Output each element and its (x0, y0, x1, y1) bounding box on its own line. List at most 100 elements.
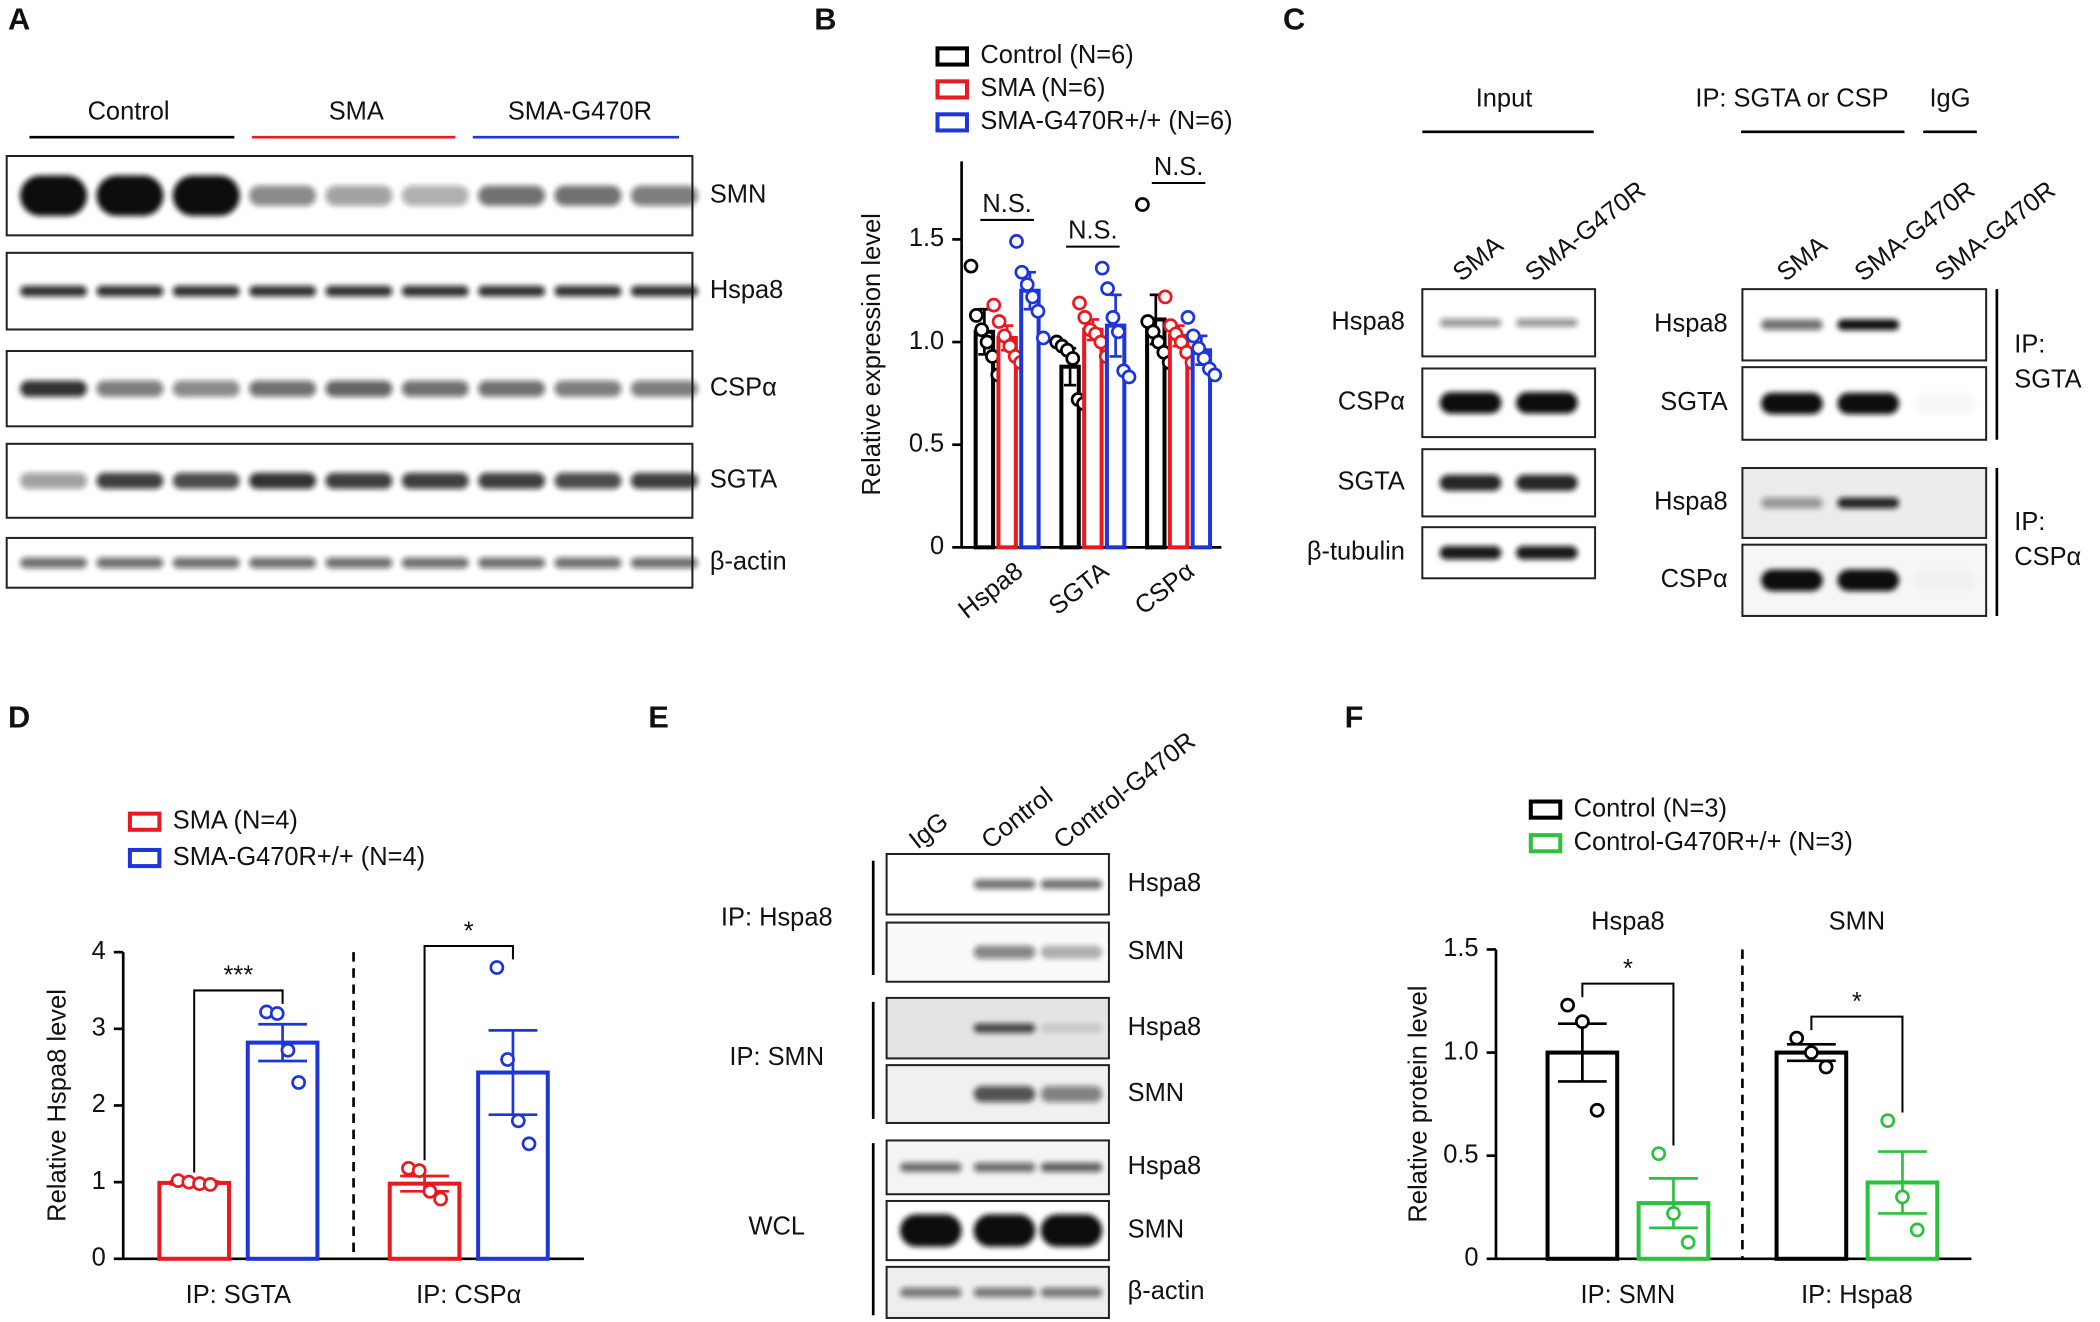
blot-band (630, 285, 698, 297)
blot-band (1516, 318, 1578, 327)
blot-band (1516, 546, 1578, 560)
significance-label: * (464, 917, 474, 945)
blot-band (1837, 392, 1900, 415)
y-tick-label: 0.5 (909, 429, 944, 457)
blot-band (172, 472, 240, 489)
group-label: IP: Hspa8 (721, 903, 833, 931)
blot-band (249, 185, 317, 206)
data-point (1121, 369, 1137, 385)
lane-label: Control-G470R (1049, 727, 1201, 855)
data-point (986, 297, 1002, 313)
blot-band (20, 557, 88, 569)
side-label: IP: (2014, 330, 2045, 358)
legend-swatch (1528, 799, 1563, 820)
x-tick-label: IP: SMN (1581, 1281, 1676, 1309)
data-point (1818, 1059, 1834, 1075)
data-point (1880, 1113, 1896, 1129)
blot-band (96, 557, 164, 569)
lane-label: SMA-G470R (1520, 176, 1651, 287)
lane-label: IgG (904, 807, 954, 854)
bar (996, 335, 1018, 550)
blot-band (325, 557, 393, 569)
data-point (1666, 1206, 1681, 1221)
data-point (1030, 303, 1046, 319)
blot-band (249, 472, 317, 489)
blot-band (1439, 474, 1502, 491)
data-point (1680, 1234, 1696, 1250)
blot-band (478, 472, 546, 489)
blot-band (1040, 1287, 1103, 1298)
bar (973, 329, 996, 550)
panel-label: C (1283, 2, 1305, 37)
row-label: SGTA (1338, 468, 1405, 496)
data-point (1014, 264, 1030, 280)
blot-band (1516, 392, 1578, 414)
blot-band (1439, 392, 1502, 414)
data-point (1135, 197, 1150, 212)
group-label: Control (88, 98, 170, 126)
blot-band (973, 1214, 1036, 1247)
blot-band (973, 1023, 1036, 1033)
y-tick-label: 2 (92, 1090, 106, 1118)
blot-band (249, 380, 317, 397)
data-point (489, 960, 505, 975)
blot-band (1516, 474, 1578, 491)
legend-label: SMA-G470R+/+ (N=4) (173, 843, 425, 871)
blot-band (96, 380, 164, 397)
blot-band (554, 557, 622, 569)
data-point (291, 1075, 307, 1090)
data-point (1035, 330, 1051, 346)
lane-label: SMA (1448, 231, 1509, 287)
group-title: Hspa8 (1591, 907, 1665, 935)
legend-swatch (935, 46, 969, 67)
side-label: IP: (2014, 508, 2045, 536)
blot-band (478, 557, 546, 569)
row-label: SGTA (710, 465, 777, 493)
blot-band (172, 285, 240, 297)
blot-band (249, 557, 317, 569)
group-title: SMN (1829, 907, 1886, 935)
lane-label: Control (976, 782, 1058, 855)
data-point (269, 1006, 285, 1021)
blot-band (1040, 879, 1103, 889)
blot-band (973, 945, 1036, 959)
side-label: CSPα (2014, 543, 2081, 571)
significance-bracket (423, 944, 514, 1161)
blot-band (900, 1287, 962, 1298)
blot-band (1837, 497, 1900, 509)
row-label: CSPα (1338, 387, 1405, 415)
y-tick-label: 1.0 (909, 327, 944, 355)
row-label: Hspa8 (1654, 309, 1728, 337)
data-point (280, 1042, 296, 1058)
y-axis-label: Relative expression level (858, 213, 886, 495)
row-label: SGTA (1660, 388, 1727, 416)
data-point (1072, 295, 1087, 311)
row-label: Hspa8 (1331, 307, 1405, 335)
panel-label: E (648, 700, 669, 735)
row-label: SMN (1128, 937, 1185, 965)
y-tick-label: 0.5 (1443, 1140, 1478, 1168)
group-label: SMA-G470R (508, 98, 652, 126)
data-point (1065, 351, 1081, 366)
blot-band (401, 557, 469, 569)
row-label: SMN (1128, 1079, 1185, 1107)
blot-band (1837, 569, 1900, 592)
y-tick-label: 4 (92, 937, 106, 965)
blot-band (973, 1162, 1036, 1173)
blot-band (1040, 1023, 1103, 1033)
row-label: β-actin (1128, 1277, 1205, 1305)
data-point (1895, 1189, 1910, 1205)
data-point (1560, 997, 1575, 1013)
legend-swatch (127, 811, 162, 832)
blot-band (1761, 392, 1823, 415)
data-point (1009, 234, 1024, 249)
blot-band (1040, 1162, 1103, 1173)
blot-band (973, 1287, 1036, 1298)
data-point (1804, 1045, 1819, 1060)
blot-band (1040, 1085, 1103, 1103)
blot-band (20, 285, 88, 297)
data-point (500, 1052, 515, 1067)
data-point (968, 307, 984, 323)
data-point (1589, 1102, 1605, 1118)
legend-swatch (935, 79, 969, 100)
